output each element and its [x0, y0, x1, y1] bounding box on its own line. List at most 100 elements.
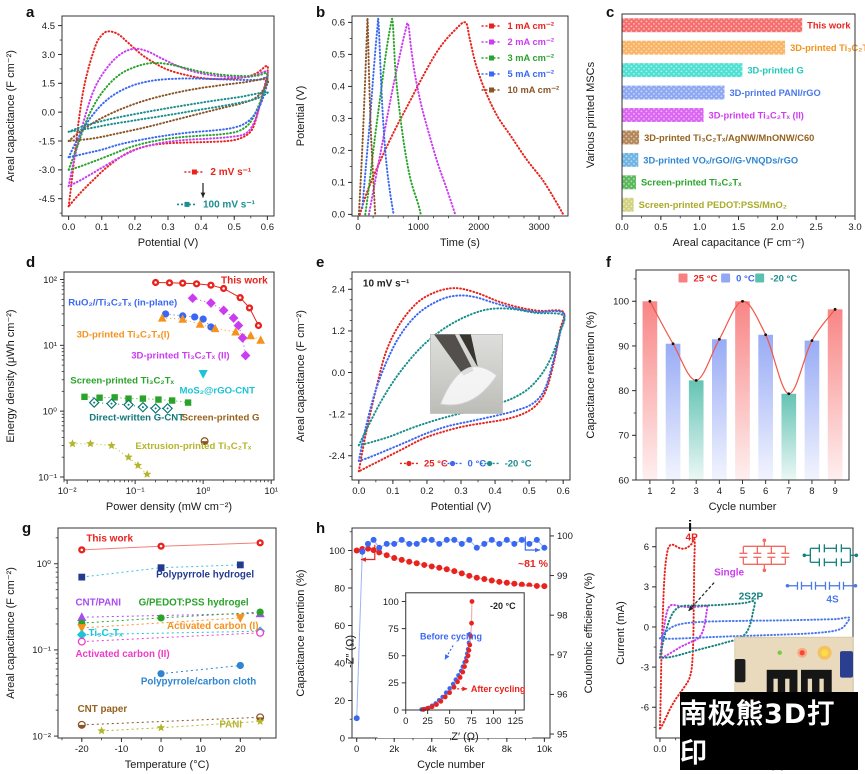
4p-circuit-icon: [739, 538, 790, 573]
series-coulombic-efficiency: [353, 536, 548, 722]
svg-text:0: 0: [403, 716, 408, 727]
svg-text:25 °C: 25 °C: [424, 458, 448, 469]
svg-text:0.0: 0.0: [352, 486, 365, 497]
bar-row: Screen-printed PEDOT:PSS/MnO₂: [622, 197, 787, 212]
series-extrusion-printed: [68, 439, 152, 478]
svg-text:Polypyrrole hydrogel: Polypyrrole hydrogel: [156, 569, 254, 580]
panel-b: b 0 1000 2000 3000 Time (s) 0.0 0.1 0.2 0.3 0.4 0.…: [290, 0, 580, 250]
bar: [688, 380, 704, 480]
svg-text:3 mA cm⁻²: 3 mA cm⁻²: [508, 53, 554, 63]
svg-text:-6: -6: [641, 703, 649, 714]
svg-text:8k: 8k: [502, 744, 512, 755]
svg-text:0.5: 0.5: [523, 486, 536, 497]
svg-text:0.2: 0.2: [332, 146, 345, 157]
svg-text:0.2: 0.2: [128, 222, 141, 233]
series-cv-50mV-s: [67, 78, 270, 142]
svg-text:100: 100: [613, 297, 629, 308]
svg-text:20: 20: [235, 744, 246, 755]
series-ruo2-ti3c2tx: [161, 310, 215, 331]
series-cv-m20C: [357, 307, 566, 447]
svg-text:0.1: 0.1: [95, 222, 108, 233]
svg-text:Areal capacitance (F cm⁻²): Areal capacitance (F cm⁻²): [5, 567, 17, 699]
svg-text:0: 0: [354, 744, 359, 755]
panel-e-letter: e: [316, 254, 325, 271]
svg-text:After cycling: After cycling: [471, 684, 526, 694]
series-activated-carbon-1: [77, 614, 245, 633]
panel-f-chart: 1 2 3 4 5 6 7 8 9 Cycle number 60 70 80 90 100 Capacita…: [585, 269, 850, 513]
panel-a-chart: 0.0 0.1 0.2 0.3 0.4 0.5 0.6 Potential (V) 4.5 3.0…: [5, 15, 275, 249]
svg-text:Power density (mW cm⁻²): Power density (mW cm⁻²): [106, 501, 232, 513]
svg-text:-1.2: -1.2: [329, 409, 345, 420]
svg-text:10 mA cm⁻²: 10 mA cm⁻²: [508, 85, 560, 95]
svg-text:4k: 4k: [427, 744, 437, 755]
svg-text:This work: This work: [221, 275, 268, 286]
svg-text:0: 0: [158, 744, 163, 755]
svg-text:Various printed MSCs: Various printed MSCs: [585, 61, 597, 168]
svg-text:Screen-printed G: Screen-printed G: [182, 413, 260, 424]
svg-text:Extrusion-printed Ti₃C₂Tₓ: Extrusion-printed Ti₃C₂Tₓ: [135, 441, 251, 452]
svg-text:25: 25: [422, 716, 433, 727]
svg-text:2000: 2000: [468, 222, 489, 233]
svg-text:100: 100: [557, 531, 573, 542]
bar-row: This work: [622, 18, 851, 33]
annotations: 10 mV s⁻¹ 25 °C 0 °C -20 °C: [363, 279, 532, 470]
panel-e-chart: 0.0 0.1 0.2 0.3 0.4 0.5 0.6 Potential (V) 2.4 1.2…: [295, 271, 571, 513]
svg-text:1 mA cm⁻²: 1 mA cm⁻²: [508, 21, 554, 31]
svg-text:Activated carbon (I): Activated carbon (I): [167, 621, 258, 632]
svg-text:-20 °C: -20 °C: [505, 458, 532, 469]
svg-text:40: 40: [334, 658, 345, 669]
svg-text:Current (mA): Current (mA): [615, 601, 627, 665]
series-activated-carbon-2: [77, 628, 265, 646]
bar: [827, 309, 843, 480]
series-cv-10mV-s: [67, 61, 269, 171]
panel-f-letter: f: [606, 254, 611, 271]
series-gcd-10mA: [357, 17, 377, 216]
panel-d-letter: d: [26, 254, 36, 271]
svg-text:10²: 10²: [43, 275, 57, 286]
svg-text:20: 20: [334, 696, 345, 707]
svg-text:Screen-printed PEDOT:PSS/MnO₂: Screen-printed PEDOT:PSS/MnO₂: [639, 200, 787, 210]
panel-d: d 10⁻² 10⁻¹ 10⁰ 10¹ Power density (mW cm⁻²) 1…: [0, 250, 290, 516]
svg-text:1.5: 1.5: [42, 79, 55, 90]
svg-text:-10: -10: [115, 744, 129, 755]
svg-text:125: 125: [507, 716, 523, 727]
series-gcd-3mA: [364, 17, 422, 216]
series-cv-25C: [357, 287, 566, 473]
svg-text:Areal capacitance (F cm⁻²): Areal capacitance (F cm⁻²): [295, 310, 307, 442]
series-g-pedot-pss-hydrogel: [78, 608, 264, 627]
svg-text:0.6: 0.6: [332, 18, 345, 29]
svg-text:0.2: 0.2: [420, 486, 433, 497]
annotations: This work RuO₂//Ti₃C₂Tₓ (in-plane) 3D-prin…: [68, 275, 268, 451]
svg-text:95: 95: [557, 729, 568, 740]
annotations: 1 mA cm⁻² 2 mA cm⁻² 3 mA cm⁻² 5 mA cm⁻² 10 m…: [481, 21, 560, 95]
svg-text:0.1: 0.1: [332, 178, 345, 189]
panel-h-letter: h: [316, 520, 326, 537]
panel-i-letter: i: [688, 518, 693, 535]
svg-text:10⁻¹: 10⁻¹: [126, 486, 145, 497]
svg-text:9: 9: [832, 486, 837, 497]
svg-text:3D-printed VOₓ/rGO//G-VNQDs/rG: 3D-printed VOₓ/rGO//G-VNQDs/rGO: [643, 155, 798, 165]
bar-row: Screen-printed Ti₃C₂Tₓ: [622, 175, 742, 190]
svg-text:-20 °C: -20 °C: [770, 274, 797, 285]
svg-text:-20 °C: -20 °C: [490, 601, 516, 611]
svg-text:MoS₂@rGO-CNT: MoS₂@rGO-CNT: [180, 386, 256, 397]
svg-text:0.4: 0.4: [332, 82, 345, 93]
svg-text:75: 75: [466, 716, 477, 727]
svg-text:2S2P: 2S2P: [739, 591, 764, 602]
svg-text:10: 10: [195, 744, 206, 755]
svg-text:Polypyrrole/carbon cloth: Polypyrrole/carbon cloth: [141, 676, 256, 687]
svg-text:RuO₂//Ti₃C₂Tₓ (in-plane): RuO₂//Ti₃C₂Tₓ (in-plane): [68, 297, 177, 308]
panel-a: a 0.0 0.1 0.2 0.3 0.4 0.5 0.6 Potential (V) 4.5 3…: [0, 0, 290, 250]
svg-text:6: 6: [763, 486, 768, 497]
svg-text:Potential (V): Potential (V): [295, 86, 307, 147]
panel-h-chart: 0 2k 4k 6k 8k 10k Cycle number 0 20 40 60 80 100 Capa…: [295, 527, 595, 771]
series-cv-0C: [357, 294, 566, 462]
svg-text:4.5: 4.5: [42, 21, 55, 32]
svg-text:Direct-written G-CNT: Direct-written G-CNT: [89, 413, 184, 424]
svg-text:0.3: 0.3: [332, 114, 345, 125]
svg-text:Cycle number: Cycle number: [709, 501, 777, 513]
annotations: 2 mV s⁻¹ 100 mV s⁻¹: [176, 167, 256, 210]
axes: 0.0 0.1 0.2 0.3 0.4 0.5 0.6 Potential (V) 4.5 3.0…: [5, 21, 274, 249]
svg-text:100: 100: [486, 716, 502, 727]
